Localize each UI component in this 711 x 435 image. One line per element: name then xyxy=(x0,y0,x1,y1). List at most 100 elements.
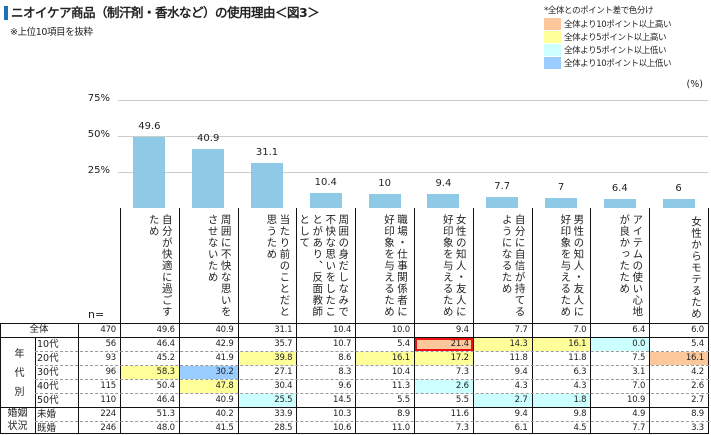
table-cell: 39.8 xyxy=(238,352,297,365)
bar xyxy=(486,196,519,208)
category-label: アイテムの使い心地が良かったため xyxy=(618,214,644,318)
table-cell: 11.8 xyxy=(568,353,587,363)
table-cell: 30.2 xyxy=(179,366,238,379)
table-cell: 51.3 xyxy=(156,409,175,419)
sample-size: 56 xyxy=(105,339,117,349)
bar xyxy=(545,197,577,208)
table-cell: 4.3 xyxy=(514,381,528,391)
row-label: 30代 xyxy=(37,367,59,378)
category-label: 当たり前のことだと思うため xyxy=(265,214,291,318)
group-label-age: 年代別 xyxy=(12,348,23,405)
legend-label: 全体より5ポイント以上高い xyxy=(564,32,667,43)
table-cell: 41.5 xyxy=(215,423,234,433)
bar-value-label: 7 xyxy=(557,181,565,193)
unit-label: (%) xyxy=(686,79,703,90)
table-cell: 6.3 xyxy=(573,367,587,377)
legend-note: *全体とのポイント差で色分け xyxy=(544,6,654,16)
sample-size: 224 xyxy=(100,409,116,419)
table-line xyxy=(0,337,709,338)
category-label: 女性からモテるため xyxy=(689,216,702,320)
table-cell: 41.9 xyxy=(215,353,234,363)
table-cell: 49.6 xyxy=(156,325,175,335)
bar-value-label: 6 xyxy=(675,183,682,195)
table-cell: 2.7 xyxy=(473,394,532,407)
bar xyxy=(309,193,342,208)
table-line xyxy=(0,407,709,408)
table-cell: 5.4 xyxy=(691,339,704,349)
category-label: 男性の知人・友人に好印象を与えるため xyxy=(559,214,585,318)
table-cell: 17.2 xyxy=(415,352,473,365)
table-cell: 21.4 xyxy=(415,338,473,351)
table-cell: 45.2 xyxy=(156,353,175,363)
table-line xyxy=(590,208,592,434)
category-label: 職場・仕事関係者に好印象を与えるため xyxy=(382,214,408,318)
table-cell: 16.1 xyxy=(650,352,708,365)
bar-value-label: 31.1 xyxy=(255,147,279,159)
table-line xyxy=(178,208,180,434)
table-line xyxy=(0,323,1,434)
bar xyxy=(662,199,695,208)
legend: *全体とのポイント差で色分け 全体より10ポイント以上高い全体より5ポイント以上… xyxy=(544,4,671,69)
table-cell: 2.7 xyxy=(691,395,704,405)
table-cell: 8.9 xyxy=(691,409,704,419)
table-cell: 7.0 xyxy=(632,381,646,391)
legend-label: 全体より5ポイント以上低い xyxy=(564,45,667,56)
table-cell: 5.4 xyxy=(397,339,410,349)
table-cell: 58.3 xyxy=(121,366,179,379)
table-cell: 4.5 xyxy=(573,423,587,433)
table-cell: 7.5 xyxy=(632,353,646,363)
table-line xyxy=(120,208,121,434)
table-line xyxy=(78,323,79,434)
category-label: 周囲に不快な思いをさせないため xyxy=(206,214,232,318)
gridline xyxy=(118,100,708,101)
legend-item: 全体より10ポイント以上高い xyxy=(544,17,671,30)
sample-size: 110 xyxy=(100,395,116,405)
table-line xyxy=(472,208,474,434)
table-cell: 9.8 xyxy=(573,409,587,419)
table-cell: 11.3 xyxy=(391,381,410,391)
table-cell: 7.0 xyxy=(573,325,587,335)
table-cell: 28.5 xyxy=(274,423,293,433)
table-cell: 31.1 xyxy=(274,325,293,335)
table-cell: 42.9 xyxy=(215,339,234,349)
table-cell: 6.0 xyxy=(691,325,704,335)
table-cell: 7.3 xyxy=(455,423,469,433)
row-divider xyxy=(35,365,709,366)
bar-value-label: 7.7 xyxy=(494,180,511,192)
row-label: 50代 xyxy=(37,395,59,406)
table-cell: 10.7 xyxy=(333,339,352,349)
table-cell: 9.4 xyxy=(514,367,528,377)
table-cell: 6.1 xyxy=(514,423,528,433)
table-cell: 40.2 xyxy=(215,409,234,419)
table-cell: 10.4 xyxy=(333,325,352,335)
table-line xyxy=(355,208,357,434)
table-cell: 3.3 xyxy=(691,423,704,433)
table-cell: 3.1 xyxy=(632,367,646,377)
bar-value-label: 40.9 xyxy=(197,133,220,145)
table-cell: 5.5 xyxy=(455,395,469,405)
sample-size: 246 xyxy=(100,423,116,433)
row-label: 既婚 xyxy=(37,423,57,434)
sample-size: 470 xyxy=(100,325,116,335)
row-label: 40代 xyxy=(37,381,59,392)
bar xyxy=(603,198,636,208)
legend-label: 全体より10ポイント以上低い xyxy=(564,58,672,69)
table-cell: 11.8 xyxy=(509,353,528,363)
group-label-marital: 婚姻状況 xyxy=(7,408,28,432)
row-label: 20代 xyxy=(37,353,59,364)
table-line xyxy=(296,208,298,434)
table-line xyxy=(414,208,415,434)
table-cell: 7.7 xyxy=(514,325,528,335)
table-cell: 33.9 xyxy=(274,409,293,419)
table-cell: 27.1 xyxy=(274,367,293,377)
table-cell: 5.5 xyxy=(397,395,410,405)
table-cell: 14.3 xyxy=(473,338,532,351)
row-divider xyxy=(35,393,709,394)
table-line xyxy=(649,208,651,434)
sample-size: 96 xyxy=(105,367,117,377)
legend-item: 全体より10ポイント以上低い xyxy=(544,56,671,69)
n-label: n= xyxy=(88,308,105,321)
table-cell: 16.1 xyxy=(356,352,414,365)
legend-swatch xyxy=(544,17,561,30)
bar xyxy=(368,193,401,208)
